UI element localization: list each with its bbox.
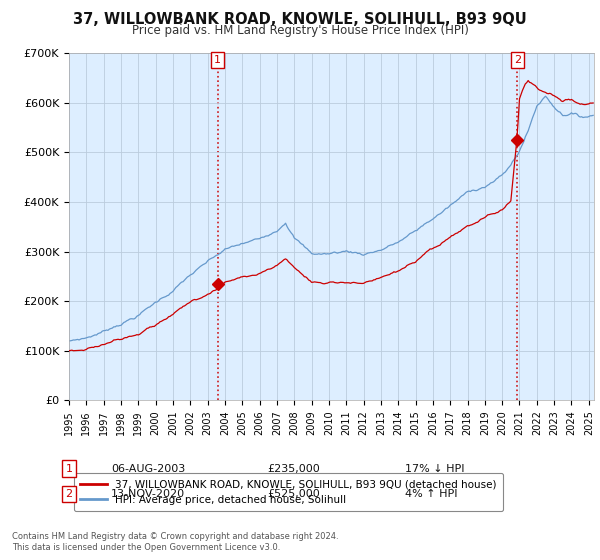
- Text: 17% ↓ HPI: 17% ↓ HPI: [405, 464, 464, 474]
- Text: 37, WILLOWBANK ROAD, KNOWLE, SOLIHULL, B93 9QU: 37, WILLOWBANK ROAD, KNOWLE, SOLIHULL, B…: [73, 12, 527, 27]
- Legend: 37, WILLOWBANK ROAD, KNOWLE, SOLIHULL, B93 9QU (detached house), HPI: Average pr: 37, WILLOWBANK ROAD, KNOWLE, SOLIHULL, B…: [74, 473, 503, 511]
- Text: Contains HM Land Registry data © Crown copyright and database right 2024.: Contains HM Land Registry data © Crown c…: [12, 532, 338, 541]
- Text: £235,000: £235,000: [267, 464, 320, 474]
- Text: 1: 1: [214, 55, 221, 65]
- Text: This data is licensed under the Open Government Licence v3.0.: This data is licensed under the Open Gov…: [12, 543, 280, 552]
- Text: Price paid vs. HM Land Registry's House Price Index (HPI): Price paid vs. HM Land Registry's House …: [131, 24, 469, 37]
- Text: £525,000: £525,000: [267, 489, 320, 499]
- Text: 2: 2: [514, 55, 521, 65]
- Text: 06-AUG-2003: 06-AUG-2003: [111, 464, 185, 474]
- Text: 13-NOV-2020: 13-NOV-2020: [111, 489, 185, 499]
- Text: 2: 2: [65, 489, 73, 499]
- Text: 1: 1: [65, 464, 73, 474]
- Text: 4% ↑ HPI: 4% ↑ HPI: [405, 489, 458, 499]
